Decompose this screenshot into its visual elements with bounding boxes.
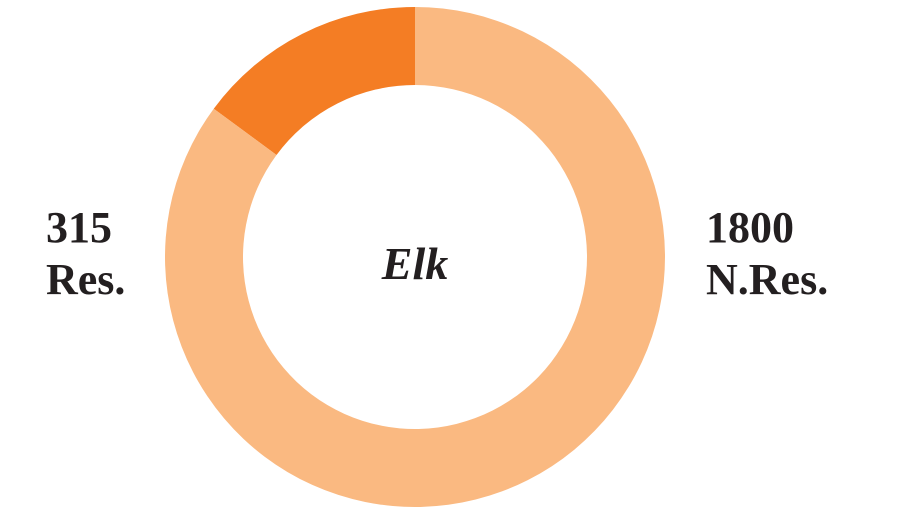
donut-slice-nres bbox=[164, 7, 665, 507]
donut-slice-res bbox=[213, 7, 415, 155]
center-label: Elk bbox=[381, 238, 449, 289]
res-value-label: 315 bbox=[46, 203, 112, 252]
nres-category-label: N.Res. bbox=[706, 255, 829, 304]
left-slice-label: 315 Res. bbox=[46, 202, 125, 306]
right-slice-label: 1800 N.Res. bbox=[706, 202, 828, 306]
nres-value-label: 1800 bbox=[706, 203, 794, 252]
res-category-label: Res. bbox=[46, 255, 126, 304]
